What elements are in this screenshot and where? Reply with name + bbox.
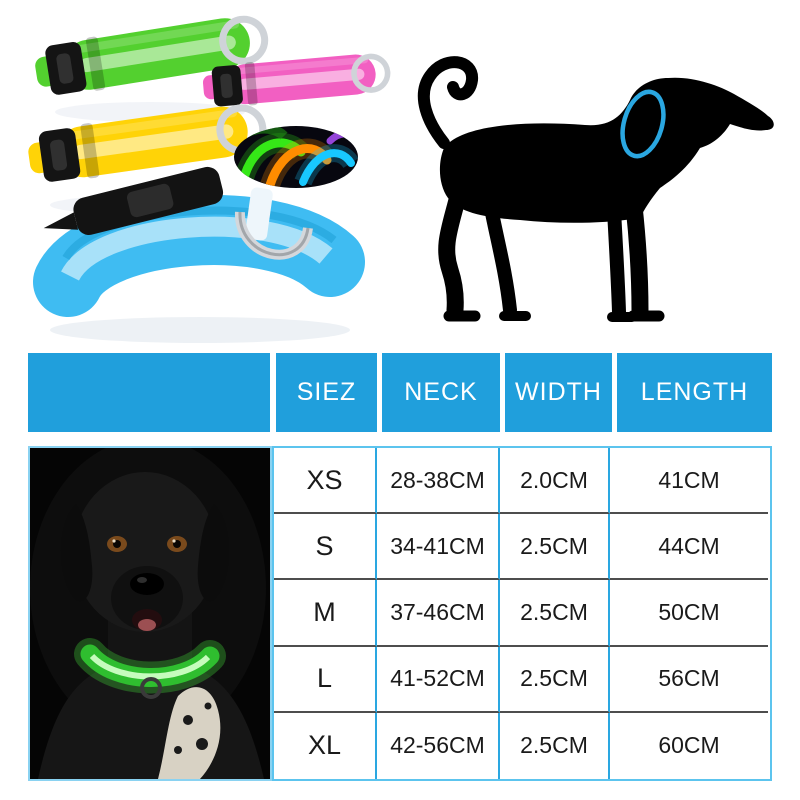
header-cell-photo [28, 353, 270, 432]
cell-width: 2.0CM [500, 448, 610, 515]
ear-right [197, 504, 229, 602]
chest-patch [158, 687, 221, 779]
header-label: SIEZ [296, 378, 357, 406]
cell-width: 2.5CM [500, 514, 610, 581]
size-table-body: XS 28-38CM 2.0CM 41CM S 34-41CM 2.5CM 44… [272, 446, 772, 781]
d-ring [219, 15, 269, 65]
buckle [43, 166, 224, 236]
header-cell-width: WIDTH [505, 353, 612, 432]
cell-size: XL [274, 712, 377, 779]
dog-body [439, 77, 774, 223]
cell-neck: 42-56CM [377, 712, 500, 779]
buckle [38, 128, 81, 182]
night-glow-inset [234, 126, 358, 188]
collar-yellow [28, 104, 267, 182]
dog-photo-art [30, 448, 270, 779]
led-collar-green [74, 638, 226, 699]
dog-photo [28, 446, 272, 781]
collar-pink [202, 53, 391, 107]
cell-neck: 28-38CM [377, 448, 500, 515]
ear-left [61, 504, 93, 602]
d-ring [351, 53, 391, 93]
cell-size: S [274, 514, 377, 581]
collar-blue [33, 166, 365, 317]
header-label: NECK [404, 378, 478, 406]
cell-length: 44CM [610, 514, 768, 581]
header-cell-neck: NECK [382, 353, 500, 432]
header-cell-length: LENGTH [617, 353, 772, 432]
collar-green [35, 15, 269, 95]
cell-neck: 34-41CM [377, 514, 500, 581]
cell-size: XS [274, 448, 377, 515]
tongue [138, 619, 156, 631]
cell-length: 60CM [658, 732, 720, 759]
cell-width: 2.5CM [500, 646, 610, 713]
d-ring [140, 677, 163, 699]
collar-collage [28, 15, 391, 343]
keeper [80, 123, 100, 179]
buckle [211, 65, 243, 107]
cell-neck: 41-52CM [377, 646, 500, 713]
cell-size: L [274, 646, 377, 713]
cell-neck: 37-46CM [377, 580, 500, 647]
keeper [245, 187, 273, 241]
dog-silhouette [417, 56, 774, 322]
cell-width: 2.5CM [500, 712, 610, 779]
collar-position-marker [620, 89, 666, 159]
reflection [50, 317, 350, 343]
cell-length: 50CM [610, 580, 768, 647]
keeper [85, 36, 106, 91]
header-cell-size: SIEZ [276, 353, 377, 432]
header-label: WIDTH [515, 378, 602, 406]
led-stripe [89, 653, 211, 680]
cell-size: M [274, 580, 377, 647]
glow-collar-blue [299, 149, 355, 186]
curled-tail [417, 56, 478, 149]
cell-length: 56CM [610, 647, 768, 713]
header-label: LENGTH [640, 378, 749, 406]
cell-length: 41CM [610, 448, 768, 515]
buckle [45, 42, 87, 95]
nose [130, 573, 164, 595]
cell-width: 2.5CM [500, 580, 610, 647]
keeper [244, 62, 258, 106]
